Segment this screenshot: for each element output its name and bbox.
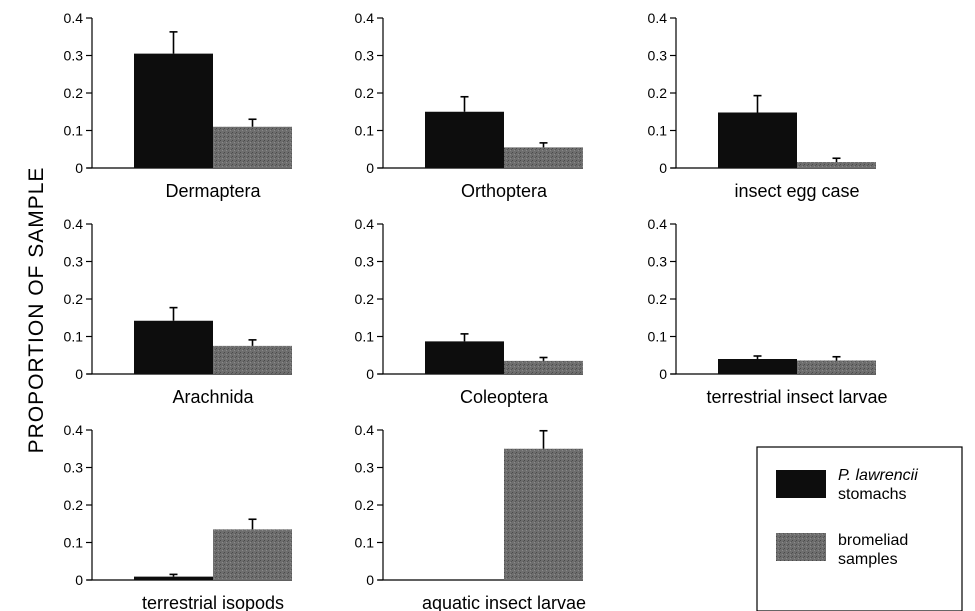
y-tick-label: 0.4: [355, 216, 375, 232]
y-tick-label: 0.1: [648, 123, 668, 139]
category-label: Orthoptera: [461, 181, 548, 201]
category-label: Coleoptera: [460, 387, 549, 407]
y-tick-label: 0.1: [355, 123, 375, 139]
panel-aquatic-insect-larvae: 0 0.1 0.2 0.3 0.4 aquatic insect larvae: [355, 422, 587, 611]
panel-orthoptera: 0 0.1 0.2 0.3 0.4 Orthoptera: [355, 10, 583, 201]
y-tick-label: 0: [75, 366, 83, 382]
category-label: aquatic insect larvae: [422, 593, 586, 611]
bar-stomachs: [134, 320, 213, 374]
bar-bromeliad: [797, 360, 876, 374]
bar-stomachs: [134, 53, 213, 168]
panels: 0 0.1 0.2 0.3 0.4 Dermaptera 0 0.1 0.2 0.3 0.4 Orth…: [64, 10, 888, 611]
bar-bromeliad: [504, 360, 583, 374]
legend-label-bromeliad-line1: bromeliad: [838, 532, 908, 549]
y-tick-label: 0.1: [64, 123, 84, 139]
y-tick-label: 0: [75, 160, 83, 176]
y-tick-label: 0.2: [355, 85, 375, 101]
y-tick-label: 0.4: [648, 10, 668, 26]
bar-stomachs: [718, 112, 797, 168]
y-tick-label: 0.3: [64, 460, 84, 476]
y-tick-label: 0: [366, 160, 374, 176]
y-tick-label: 0.3: [648, 48, 668, 64]
category-label: terrestrial insect larvae: [706, 387, 887, 407]
y-tick-label: 0.2: [648, 85, 668, 101]
y-tick-label: 0.1: [355, 329, 375, 345]
y-tick-label: 0.3: [355, 460, 375, 476]
y-tick-label: 0.3: [64, 48, 84, 64]
bar-stomachs: [425, 111, 504, 168]
y-tick-label: 0: [366, 572, 374, 588]
y-tick-label: 0.3: [64, 254, 84, 270]
bar-bromeliad: [504, 448, 583, 580]
bar-stomachs: [134, 576, 213, 580]
y-tick-label: 0.2: [64, 497, 84, 513]
y-tick-label: 0.3: [648, 254, 668, 270]
y-tick-label: 0.1: [648, 329, 668, 345]
y-tick-label: 0.2: [648, 291, 668, 307]
panel-terrestrial-isopods: 0 0.1 0.2 0.3 0.4 terrestrial isopods: [64, 422, 292, 611]
bar-bromeliad: [504, 147, 583, 168]
bar-bromeliad: [213, 529, 292, 580]
y-tick-label: 0.3: [355, 48, 375, 64]
y-tick-label: 0.2: [355, 291, 375, 307]
y-tick-label: 0.1: [64, 329, 84, 345]
bar-bromeliad: [213, 126, 292, 168]
panel-arachnida: 0 0.1 0.2 0.3 0.4 Arachnida: [64, 216, 292, 407]
legend-label-bromeliad-line2: samples: [838, 551, 898, 568]
y-tick-label: 0.4: [355, 422, 375, 438]
bar-stomachs: [718, 359, 797, 374]
panel-insect-egg-case: 0 0.1 0.2 0.3 0.4 insect egg case: [648, 10, 876, 201]
y-tick-label: 0: [659, 160, 667, 176]
category-label: insect egg case: [734, 181, 859, 201]
y-tick-label: 0.1: [355, 535, 375, 551]
category-label: Dermaptera: [165, 181, 261, 201]
y-tick-label: 0.1: [64, 535, 84, 551]
y-tick-label: 0.4: [648, 216, 668, 232]
bar-bromeliad: [797, 162, 876, 168]
category-label: terrestrial isopods: [142, 593, 284, 611]
y-tick-label: 0.4: [64, 10, 84, 26]
legend-label-stomachs-line1: P. lawrencii: [838, 467, 918, 484]
y-tick-label: 0.2: [64, 291, 84, 307]
y-tick-label: 0.2: [355, 497, 375, 513]
y-tick-label: 0: [366, 366, 374, 382]
bar-bromeliad: [213, 345, 292, 374]
y-tick-label: 0: [659, 366, 667, 382]
panel-coleoptera: 0 0.1 0.2 0.3 0.4 Coleoptera: [355, 216, 583, 407]
category-label: Arachnida: [172, 387, 254, 407]
legend-swatch-stomachs: [776, 470, 826, 498]
y-tick-label: 0.4: [64, 216, 84, 232]
legend: P. lawrencii stomachs bromeliad samples: [756, 446, 963, 611]
legend-swatch-bromeliad: [776, 533, 826, 561]
panel-terrestrial-insect-larvae: 0 0.1 0.2 0.3 0.4 terrestrial insect larvae: [648, 216, 888, 407]
y-tick-label: 0.2: [64, 85, 84, 101]
y-tick-label: 0: [75, 572, 83, 588]
y-tick-label: 0.4: [355, 10, 375, 26]
legend-label-stomachs-line2: stomachs: [838, 486, 906, 503]
y-axis-title: PROPORTION OF SAMPLE: [25, 167, 48, 454]
y-tick-label: 0.4: [64, 422, 84, 438]
bar-stomachs: [425, 341, 504, 374]
panel-dermaptera: 0 0.1 0.2 0.3 0.4 Dermaptera: [64, 10, 292, 201]
y-tick-label: 0.3: [355, 254, 375, 270]
